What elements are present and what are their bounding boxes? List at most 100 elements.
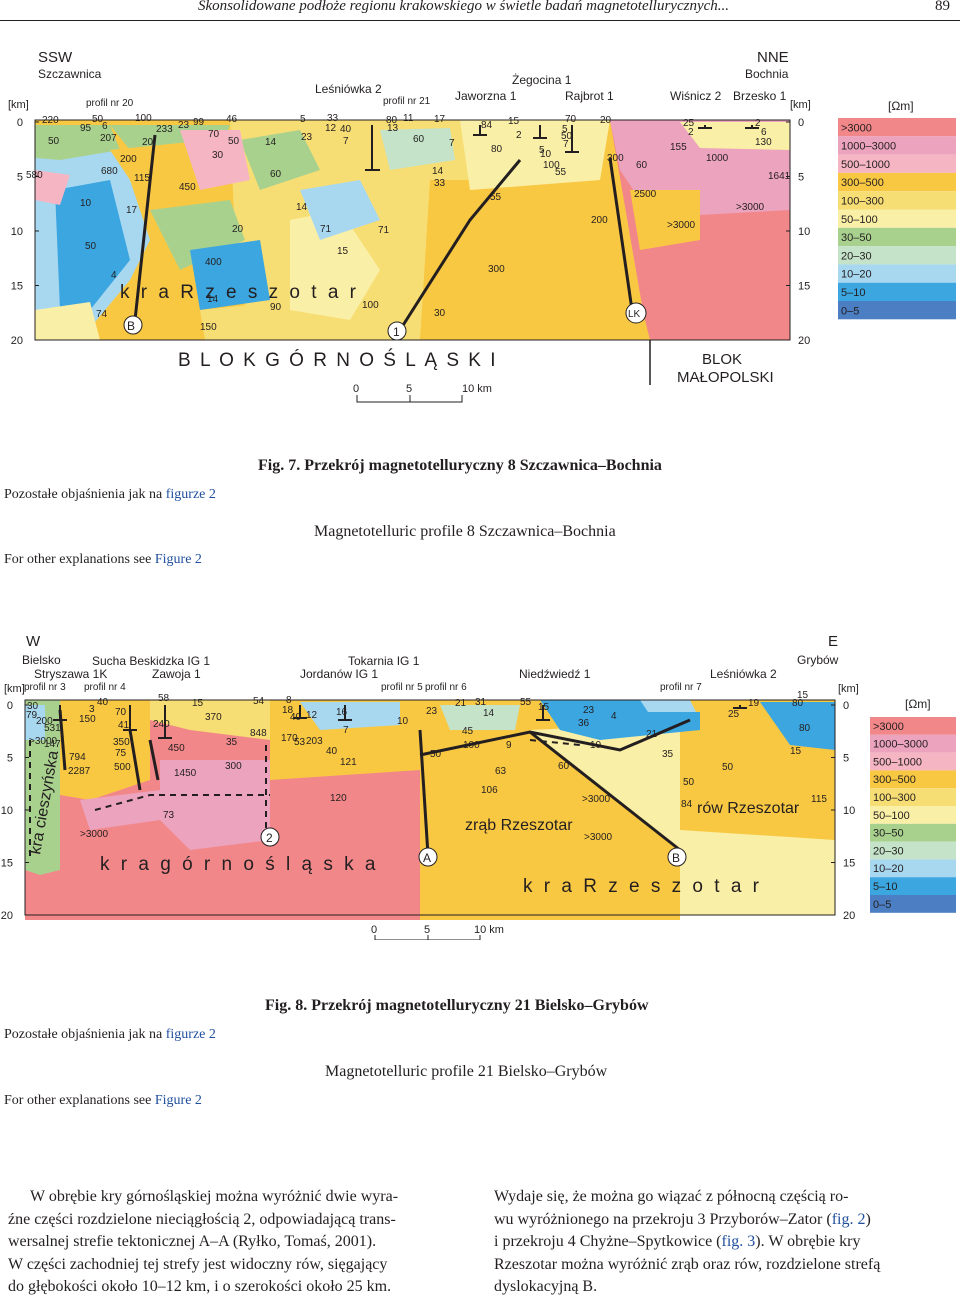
fig7-unit-blok: BLOK	[702, 351, 742, 368]
fig-3-link[interactable]: fig. 3	[721, 1233, 756, 1250]
resistivity-value: 8	[286, 695, 292, 706]
depth-tick-label: 15	[1, 858, 13, 870]
legend-label: 10–20	[841, 269, 872, 281]
resistivity-value: 79	[26, 710, 38, 721]
resistivity-value: 70	[565, 114, 577, 125]
legend-swatch	[870, 788, 956, 806]
depth-tick-label: 15	[11, 281, 23, 293]
svg-text:0: 0	[353, 383, 359, 395]
resistivity-value: 71	[378, 225, 390, 236]
resistivity-value: 147	[44, 739, 61, 750]
fig8-well-stryszawa: Stryszawa 1K	[34, 667, 107, 681]
legend-swatch	[870, 770, 956, 789]
running-title: Skonsolidowane podłoże regionu krakowski…	[198, 0, 730, 14]
resistivity-value: 80	[799, 723, 811, 734]
resistivity-value: 41	[118, 720, 130, 731]
resistivity-value: 200	[36, 716, 53, 727]
depth-tick-label: 0	[7, 700, 13, 712]
fig8-wells	[53, 705, 747, 739]
legend-swatch	[838, 246, 956, 265]
body-left-line: W obrębie kry górnośląskiej można wyróżn…	[30, 1188, 399, 1205]
fig8-unit-zrab: zrąb Rzeszotar	[465, 817, 573, 834]
legend-label: 5–10	[841, 287, 865, 299]
body-text-right: Wydaje się, że można go wiązać z północn…	[494, 1186, 956, 1299]
resistivity-value: 45	[462, 726, 474, 737]
legend-label: 50–100	[841, 214, 878, 226]
resistivity-value: 16	[336, 707, 348, 718]
resistivity-value: 10	[590, 740, 602, 751]
fig8-profile-7: profil nr 7	[660, 682, 702, 693]
svg-text:LK: LK	[628, 309, 641, 320]
depth-tick-label: 15	[843, 858, 855, 870]
fig-2-link[interactable]: fig. 2	[831, 1210, 866, 1228]
depth-tick-label: 10	[843, 805, 855, 817]
legend-label: 10–20	[873, 863, 904, 875]
legend-label: 300–500	[841, 177, 884, 189]
fig8-note-en-link[interactable]: Figure 2	[154, 1093, 202, 1108]
resistivity-value: 55	[490, 192, 502, 203]
legend-label: 1000–3000	[841, 141, 896, 153]
resistivity-value: 155	[670, 142, 687, 153]
resistivity-value: 50	[722, 762, 734, 773]
resistivity-value: 23	[178, 120, 190, 131]
legend-swatch	[870, 841, 956, 860]
resistivity-value: 12	[306, 710, 318, 721]
fig8-dir-left: W	[26, 633, 41, 650]
resistivity-value: 75	[115, 748, 127, 759]
resistivity-value: 18	[282, 705, 294, 716]
resistivity-value: 40	[97, 697, 109, 708]
fig8-well-sucha: Sucha Beskidzka IG 1	[92, 654, 210, 668]
depth-tick-label: 10	[798, 226, 810, 238]
resistivity-value: 63	[495, 766, 507, 777]
resistivity-value: 2	[688, 127, 694, 138]
resistivity-value: 19	[748, 698, 760, 709]
legend-swatch	[838, 301, 956, 320]
legend-label: 100–300	[841, 196, 884, 208]
resistivity-value: 55	[520, 697, 532, 708]
resistivity-value: 35	[662, 749, 674, 760]
fig8-dashed-faults	[29, 739, 581, 860]
resistivity-value: 84	[481, 120, 493, 131]
resistivity-value: >3000	[29, 736, 58, 747]
fig8-profile-5: profil nr 5	[381, 682, 423, 693]
fig8-section-body	[25, 700, 835, 920]
resistivity-value: 15	[508, 116, 520, 127]
depth-tick-label: 20	[1, 910, 13, 922]
fig7-note-en-link[interactable]: Figure 2	[154, 552, 202, 567]
depth-tick-label: 20	[11, 335, 23, 347]
fig8-legend: [Ωm] >3000 1000–3000 500–1000 300–500 100–30…	[870, 697, 956, 913]
resistivity-value: 50	[430, 749, 442, 760]
fig7-caption-en: Magnetotelluric profile 8 Szczawnica–Boc…	[314, 523, 616, 540]
fig8-profile-6: profil nr 6	[425, 682, 467, 693]
resistivity-value: 3	[89, 704, 95, 715]
fig8-caption-en: Magnetotelluric profile 21 Bielsko–Grybó…	[325, 1063, 608, 1080]
body-right-line: dyslokacyjną B.	[494, 1278, 598, 1295]
legend-swatch	[870, 734, 956, 753]
resistivity-value: 95	[80, 123, 92, 134]
resistivity-value: 35	[226, 737, 238, 748]
resistivity-value: 36	[578, 718, 590, 729]
fig7-marker-b: B	[123, 315, 143, 335]
legend-swatch	[870, 806, 956, 824]
fig7-well-brzesko: Brzesko 1	[733, 89, 787, 103]
resistivity-value: 7	[563, 139, 569, 150]
legend-swatch	[838, 191, 956, 210]
resistivity-value: 73	[163, 810, 175, 821]
resistivity-value: 4	[111, 270, 117, 281]
svg-text:B: B	[672, 851, 680, 865]
resistivity-value: 14	[432, 166, 444, 177]
resistivity-value: 71	[320, 224, 332, 235]
fig8-profile-4: profil nr 4	[84, 682, 126, 693]
resistivity-value: 17	[434, 114, 446, 125]
resistivity-value: 500	[114, 762, 131, 773]
legend-label: 30–50	[841, 232, 872, 244]
resistivity-value: 10	[80, 198, 92, 209]
resistivity-value: 14	[483, 708, 495, 719]
resistivity-value: 50	[85, 241, 97, 252]
fig7-note-pl-link[interactable]: figurze 2	[165, 487, 216, 502]
resistivity-value: 40	[290, 712, 302, 723]
fig7-dir-right: NNE	[757, 49, 789, 66]
legend-swatch	[870, 752, 956, 771]
fig8-note-pl-link[interactable]: figurze 2	[165, 1027, 216, 1042]
resistivity-value: 46	[226, 114, 238, 125]
